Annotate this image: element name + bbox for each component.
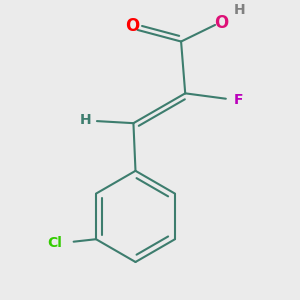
Text: Cl: Cl (47, 236, 62, 250)
Text: F: F (233, 93, 243, 107)
Text: O: O (214, 14, 229, 32)
Text: H: H (234, 4, 246, 17)
Text: O: O (125, 17, 140, 35)
Text: H: H (80, 113, 92, 127)
